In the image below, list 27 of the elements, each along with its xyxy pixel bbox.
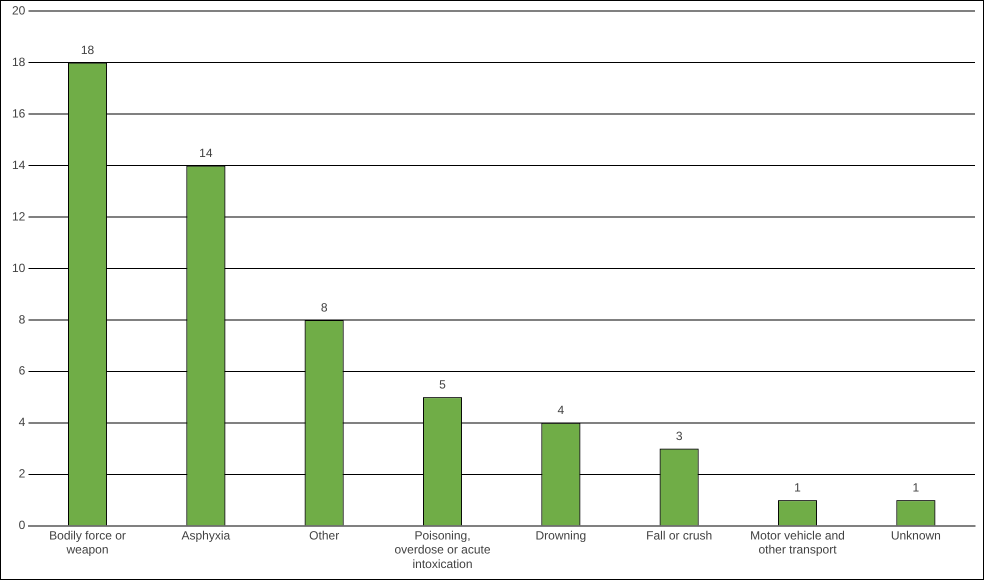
- x-tick-label: Bodily force or weapon: [49, 528, 126, 557]
- data-label: 1: [794, 480, 802, 494]
- x-tick-label: Asphyxia: [181, 528, 231, 542]
- x-tick-label: Drowning: [535, 528, 586, 542]
- y-tick-label: 10: [12, 260, 26, 275]
- x-tick-label: Fall or crush: [646, 528, 712, 542]
- y-tick-label: 4: [18, 415, 26, 430]
- data-label: 18: [80, 42, 95, 57]
- data-label: 3: [676, 428, 683, 443]
- data-label: 4: [557, 403, 564, 418]
- x-tick-label: Unknown: [890, 528, 941, 542]
- x-tick-label: Poisoning, overdose or acute intoxication: [394, 528, 491, 572]
- data-label: 8: [320, 300, 328, 314]
- y-tick-label: 2: [18, 466, 26, 481]
- data-label: 14: [199, 146, 213, 160]
- y-tick-label: 18: [12, 54, 26, 69]
- x-tick-label: Other: [309, 528, 340, 542]
- y-tick-label: 8: [18, 312, 26, 326]
- y-tick-label: 12: [12, 209, 26, 224]
- y-tick-label: 6: [18, 364, 26, 378]
- x-tick-label: Motor vehicle and other transport: [750, 528, 845, 557]
- y-tick-label: 14: [12, 158, 26, 172]
- data-label: 5: [439, 377, 446, 392]
- y-tick-label: 16: [12, 106, 26, 120]
- y-tick-label: 20: [12, 4, 26, 18]
- data-label: 1: [912, 480, 920, 494]
- y-tick-label: 0: [18, 518, 26, 532]
